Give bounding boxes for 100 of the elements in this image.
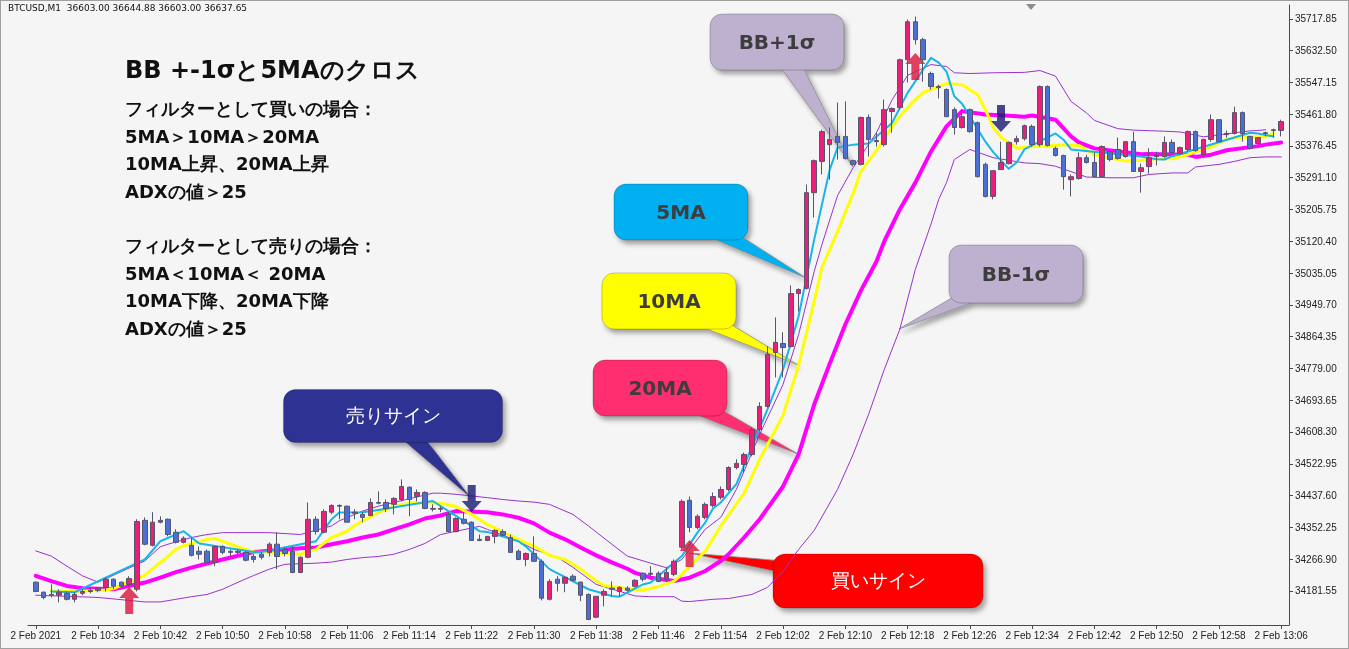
candlestick xyxy=(95,586,101,593)
candlestick xyxy=(305,501,311,559)
candlestick xyxy=(1240,111,1245,143)
y-tick-label: 35632.50 xyxy=(1295,45,1338,57)
candlestick xyxy=(687,496,692,533)
candlestick xyxy=(1193,129,1198,153)
candlestick xyxy=(617,585,622,597)
point xyxy=(905,52,926,80)
candlestick xyxy=(422,490,428,510)
candlestick xyxy=(103,576,109,592)
candlestick xyxy=(173,528,179,544)
candlestick xyxy=(391,496,397,515)
candlestick xyxy=(313,515,319,536)
candlestick xyxy=(990,170,996,200)
candlestick xyxy=(64,590,70,601)
candlestick xyxy=(1201,138,1206,156)
candlestick xyxy=(586,592,591,621)
x-tick-label: 2 Feb 10:58 xyxy=(258,629,312,641)
y-tick-label: 34266.90 xyxy=(1295,553,1338,565)
candlestick xyxy=(41,590,46,600)
x-tick-label: 2 Feb 12:18 xyxy=(880,629,935,641)
candlestick xyxy=(1255,137,1261,146)
x-tick-label: 2 Feb 10:34 xyxy=(71,629,126,641)
candlestick xyxy=(337,503,342,520)
y-tick-label: 34437.60 xyxy=(1295,490,1338,502)
candlestick xyxy=(936,84,941,99)
candlestick xyxy=(804,183,809,290)
y-tick-label: 35291.10 xyxy=(1295,172,1338,184)
candlestick xyxy=(531,535,537,562)
x-tick-label: 2 Feb 11:22 xyxy=(445,629,499,641)
x-tick-label: 2 Feb 10:50 xyxy=(195,629,250,641)
y-tick-label: 35461.80 xyxy=(1295,108,1338,120)
candlestick xyxy=(874,132,879,147)
candlestick xyxy=(1224,129,1229,139)
candlestick xyxy=(609,580,615,597)
candlestick xyxy=(726,465,731,492)
candlestick xyxy=(399,478,404,502)
candlestick xyxy=(119,580,124,588)
point xyxy=(679,540,700,567)
candlestick xyxy=(453,516,459,533)
candlestick xyxy=(376,490,381,505)
annotation: BB+1σ xyxy=(738,30,816,54)
candlestick xyxy=(819,129,825,175)
candlestick xyxy=(983,162,988,199)
candlestick xyxy=(1232,106,1237,136)
y-tick-label: 34181.55 xyxy=(1295,585,1338,597)
y-tick-label: 34522.95 xyxy=(1295,458,1338,470)
y-tick-label: 35547.15 xyxy=(1295,76,1338,88)
candlestick xyxy=(1162,135,1167,159)
candlestick xyxy=(228,548,233,557)
y-tick-label: 35717.85 xyxy=(1295,13,1338,25)
candlestick xyxy=(640,572,646,582)
candlestick xyxy=(516,548,521,561)
candlestick xyxy=(920,37,926,83)
candlestick xyxy=(625,585,630,592)
candlestick xyxy=(593,595,599,619)
annotation: 買いサイン xyxy=(830,568,926,593)
y-tick-label: 34779.00 xyxy=(1295,362,1338,374)
candlestick xyxy=(1216,119,1222,143)
candlestick xyxy=(881,99,887,147)
candlestick xyxy=(181,535,186,544)
candlestick xyxy=(648,565,653,577)
candlestick xyxy=(944,87,949,118)
y-tick-label: 34608.30 xyxy=(1295,426,1338,438)
candlestick xyxy=(274,531,280,570)
annotation: 売りサイン xyxy=(345,403,441,428)
candlestick xyxy=(492,528,498,544)
annotation: フィルターとして売りの場合： 5MA＜10MA＜ 20MA 10MA下降、20MA下降 ADXの値＞25 xyxy=(125,234,377,341)
candlestick xyxy=(889,106,895,134)
candlestick xyxy=(671,558,677,577)
candlestick xyxy=(1045,84,1050,147)
candlestick xyxy=(702,501,708,520)
x-tick-label: 2 Feb 13:06 xyxy=(1254,629,1309,641)
candlestick xyxy=(1123,141,1128,159)
candlestick xyxy=(1131,131,1136,172)
point xyxy=(461,484,482,512)
candlestick xyxy=(1053,146,1058,158)
candlestick xyxy=(446,511,451,533)
candlestick xyxy=(773,316,778,378)
candlestick xyxy=(360,511,365,523)
x-tick-label: 2 Feb 12:42 xyxy=(1067,629,1122,641)
candlestick xyxy=(56,588,62,603)
y-tick-label: 35120.40 xyxy=(1295,235,1338,247)
y-tick-label: 34352.25 xyxy=(1295,521,1338,533)
point xyxy=(119,586,140,614)
candlestick xyxy=(1271,128,1276,139)
candlestick xyxy=(469,520,474,541)
x-tick-label: 2 Feb 11:46 xyxy=(632,629,686,641)
x-tick-label: 2 Feb 12:34 xyxy=(1005,629,1060,641)
candlestick xyxy=(1185,129,1191,153)
candlestick xyxy=(695,513,700,530)
x-tick-label: 2 Feb 11:06 xyxy=(320,629,374,641)
candlestick xyxy=(967,108,973,134)
candlestick xyxy=(158,515,163,524)
candlestick xyxy=(555,575,560,592)
candlestick xyxy=(1014,135,1019,146)
candlestick xyxy=(344,504,350,523)
candlestick xyxy=(523,551,529,567)
x-tick-label: 2 Feb 12:10 xyxy=(818,629,873,641)
candlestick xyxy=(866,113,871,158)
